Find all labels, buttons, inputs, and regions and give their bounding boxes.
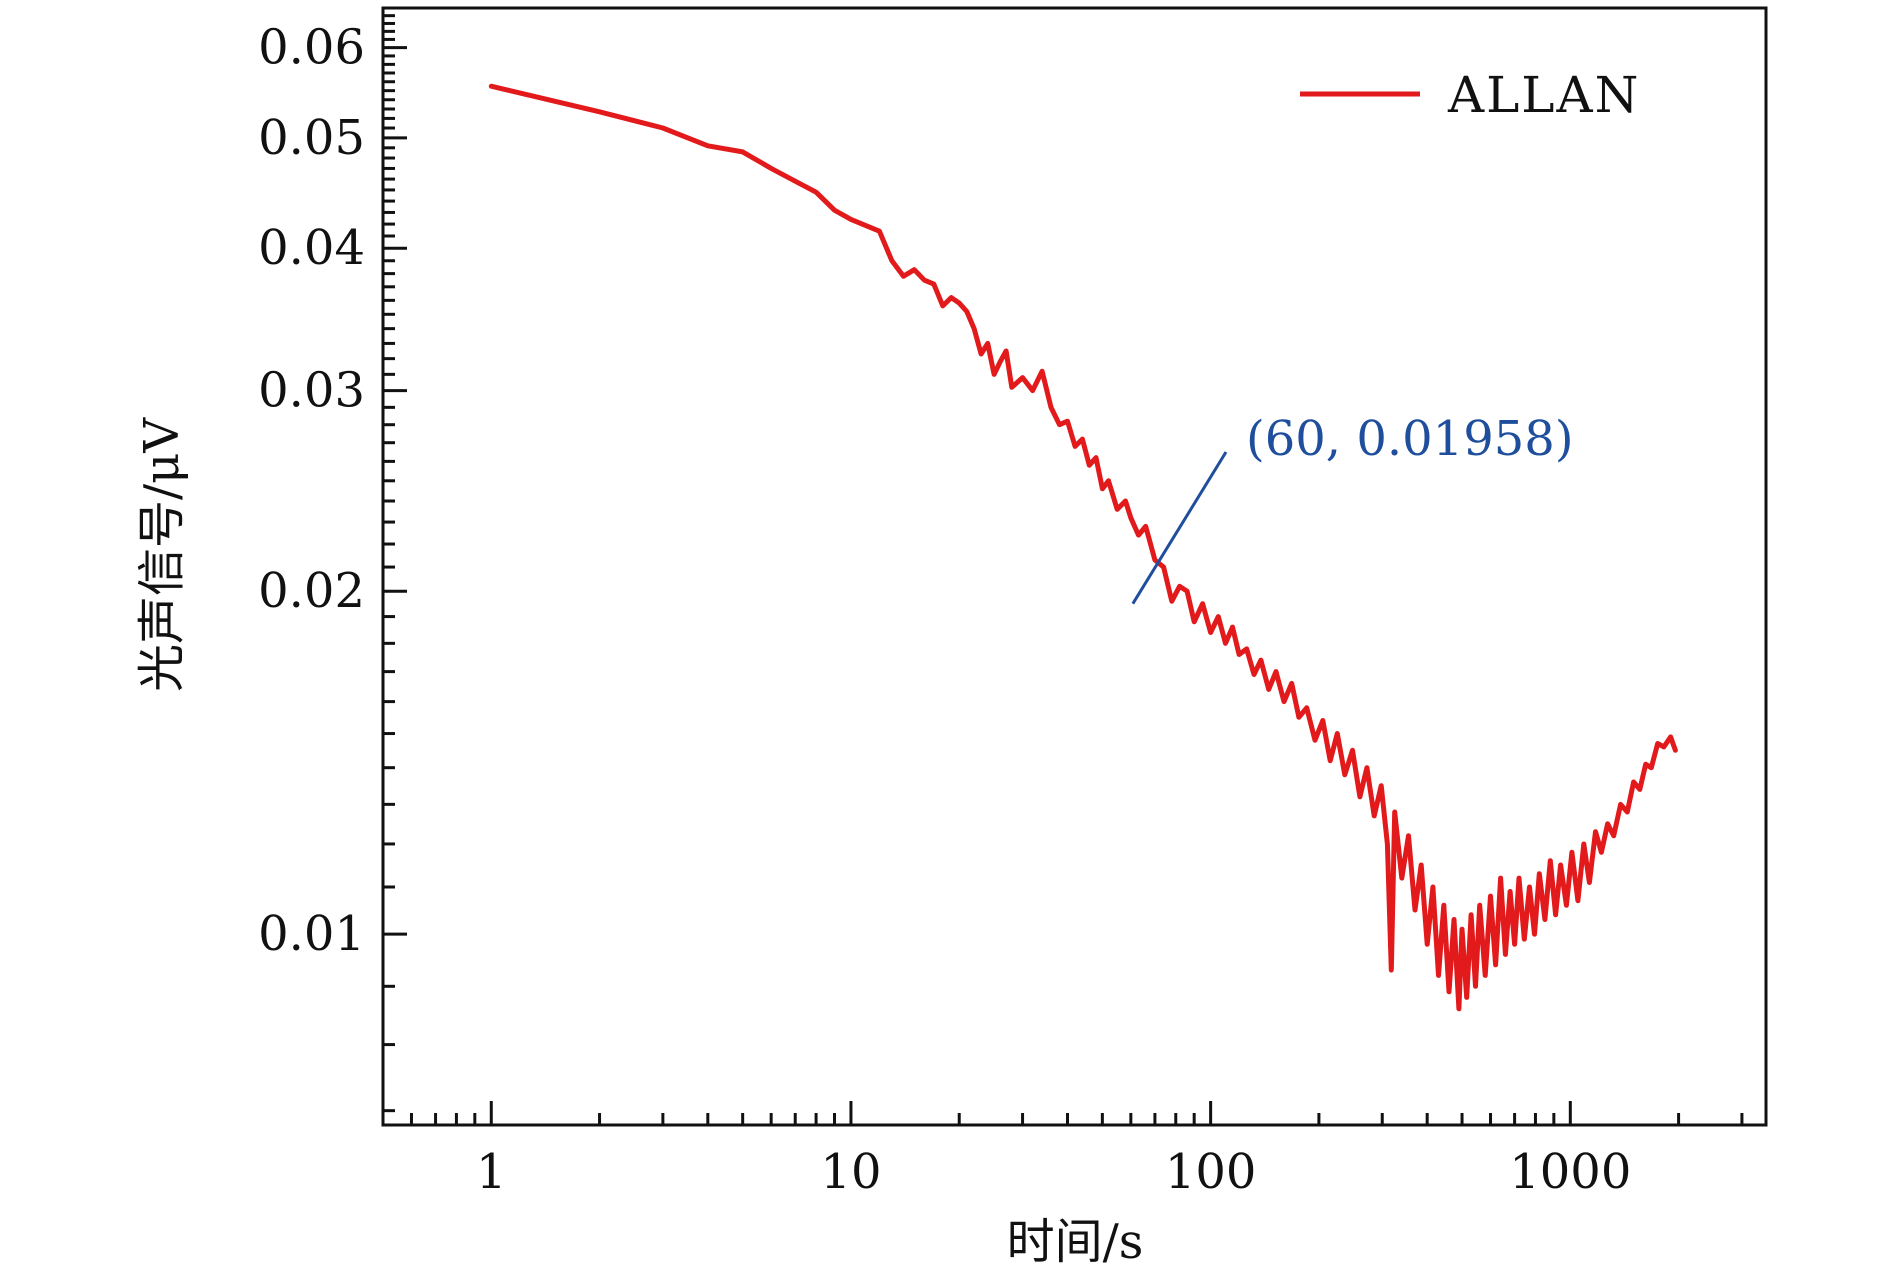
y-tick-label: 0.03 <box>258 363 365 419</box>
annotation-leader-line <box>1131 451 1228 605</box>
x-tick-label: 1000 <box>1509 1144 1631 1200</box>
legend: ALLAN <box>1300 66 1640 124</box>
legend-label-allan: ALLAN <box>1447 66 1640 124</box>
y-tick-label: 0.04 <box>258 220 365 276</box>
y-tick-label: 0.02 <box>258 563 365 619</box>
series-line-allan <box>488 83 1678 1012</box>
y-axis-title: 光声信号/μV <box>134 417 190 692</box>
x-axis-ticks: 1 10 100 1000 <box>381 1101 1744 1200</box>
y-tick-label: 0.01 <box>258 906 365 962</box>
x-tick-label: 10 <box>820 1144 881 1200</box>
y-tick-label: 0.05 <box>258 110 365 166</box>
x-tick-label: 1 <box>476 1144 507 1200</box>
x-axis-title: 时间/s <box>1007 1214 1144 1270</box>
y-tick-label: 0.06 <box>258 20 365 76</box>
plot-frame <box>381 6 1768 1127</box>
y-axis-ticks: 0.01 0.02 0.03 0.04 0.05 0.06 <box>258 14 407 1113</box>
x-tick-label: 100 <box>1165 1144 1257 1200</box>
annotation-label: (60, 0.01958) <box>1246 411 1574 467</box>
